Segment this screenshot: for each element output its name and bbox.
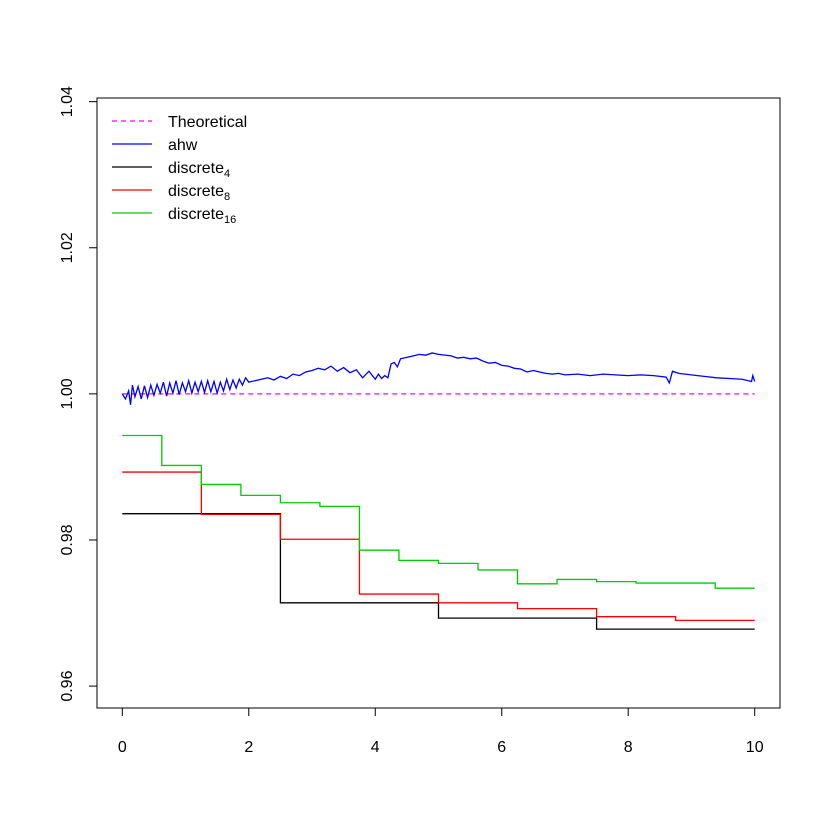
legend-label-discrete4: discrete4	[168, 160, 230, 180]
y-tick-label: 1.00	[59, 378, 76, 409]
x-tick-label: 4	[371, 739, 380, 756]
series-line-discrete8	[122, 471, 755, 621]
y-tick-label: 1.02	[59, 232, 76, 263]
y-tick-label: 0.96	[59, 670, 76, 701]
x-tick-label: 6	[497, 739, 506, 756]
x-tick-label: 8	[624, 739, 633, 756]
legend-label-theoretical: Theoretical	[168, 114, 247, 131]
y-axis: 0.96 0.98 1.00 1.02 1.04	[59, 86, 98, 702]
x-tick-label: 0	[118, 739, 127, 756]
x-axis: 0 2 4 6 8 10	[118, 707, 764, 756]
legend-label-discrete16: discrete16	[168, 206, 236, 226]
legend-label-ahw: ahw	[168, 137, 198, 154]
x-tick-label: 2	[244, 739, 253, 756]
series-layer	[121, 352, 756, 630]
legend-label-discrete8: discrete8	[168, 183, 230, 203]
series-line-discrete16	[122, 434, 755, 589]
legend: Theoretical ahw discrete4 discrete8 discrete…	[112, 114, 247, 226]
y-tick-label: 0.98	[59, 524, 76, 555]
y-tick-label: 1.04	[59, 86, 76, 117]
series-line-ahw	[121, 352, 756, 405]
x-tick-label: 10	[746, 739, 764, 756]
